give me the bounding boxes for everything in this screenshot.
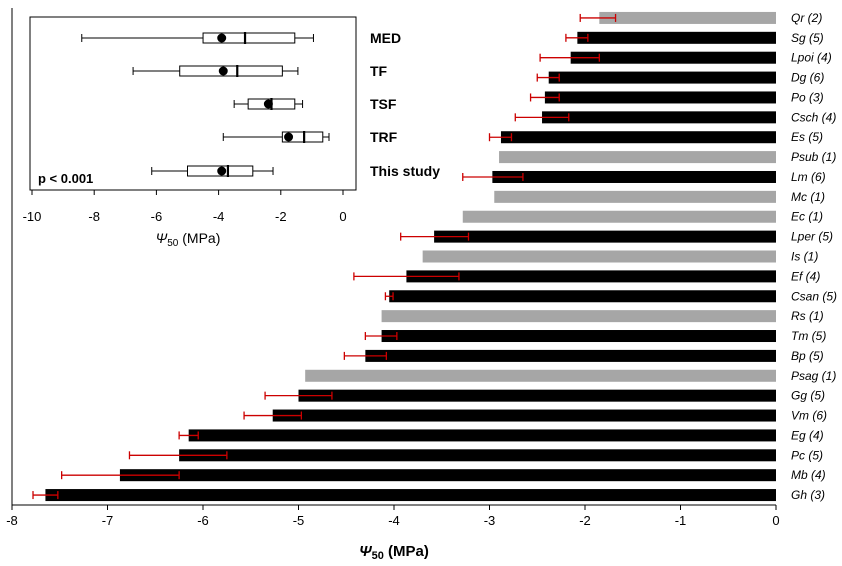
bar (389, 290, 776, 303)
category-label: Rs (1) (791, 309, 824, 323)
category-label: Po (3) (791, 90, 824, 104)
category-label: Bp (5) (791, 349, 824, 363)
x-tick-label: -3 (484, 513, 496, 528)
bar (577, 31, 776, 44)
category-label: Is (1) (791, 250, 818, 264)
bar (272, 409, 776, 422)
inset-x-tick-label: -8 (88, 209, 100, 224)
axis-label-unit: (MPa) (384, 543, 429, 560)
mean-dot (218, 66, 228, 76)
bar (500, 131, 776, 144)
inset-x-tick-label: -10 (23, 209, 42, 224)
x-tick-label: -7 (102, 513, 114, 528)
inset-x-axis-title: Ψ50 (MPa) (156, 230, 221, 249)
x-tick-label: -2 (579, 513, 591, 528)
x-tick-label: -8 (6, 513, 18, 528)
inset-box-plot: -10 -8 -6 -4 -2 0 MED TF TSF TRF This study p < 0.0… (23, 16, 440, 249)
group-label: MED (370, 30, 401, 46)
group-label: TSF (370, 96, 397, 112)
bar (45, 489, 777, 502)
bar (548, 71, 776, 84)
category-label: Ec (1) (791, 210, 823, 224)
mean-dot (217, 33, 227, 43)
category-label: Lpoi (4) (791, 51, 832, 65)
main-bar-plot: -8 -7 -6 -5 -4 -3 -2 -1 0Qr (2)Sg (5)Lpoi (4)Dg … (6, 8, 837, 562)
axis-label-unit: (MPa) (178, 230, 220, 246)
category-label: Csch (4) (791, 110, 836, 124)
category-label: Lper (5) (791, 230, 833, 244)
bar (542, 111, 776, 124)
category-label: Ef (4) (791, 269, 820, 283)
bar (305, 369, 776, 382)
bar (492, 170, 776, 183)
axis-label-symbol: Ψ (359, 543, 372, 560)
bar (544, 91, 776, 104)
category-label: Mc (1) (791, 190, 825, 204)
x-tick-label: -6 (197, 513, 209, 528)
axis-label-symbol: Ψ (156, 230, 168, 246)
x-tick-label: -1 (675, 513, 687, 528)
inset-x-tick-label: -4 (213, 209, 225, 224)
p-value-annotation: p < 0.001 (38, 171, 93, 186)
group-label: TRF (370, 129, 398, 145)
category-label: Sg (5) (791, 31, 824, 45)
category-label: Gh (3) (791, 488, 825, 502)
inset-frame (29, 16, 357, 191)
bar (422, 250, 776, 263)
category-label: Psub (1) (791, 150, 836, 164)
category-label: Vm (6) (791, 409, 827, 423)
category-label: Psag (1) (791, 369, 836, 383)
bar (499, 151, 776, 164)
mean-dot (284, 132, 294, 142)
bar (188, 429, 777, 442)
bar (298, 389, 776, 402)
axis-label-subscript: 50 (372, 550, 384, 562)
x-tick-label: 0 (772, 513, 779, 528)
bar (570, 51, 776, 64)
bar (381, 330, 776, 343)
box (281, 131, 324, 143)
group-label: This study (370, 163, 440, 179)
axis-label-subscript: 50 (167, 238, 179, 249)
category-label: Dg (6) (791, 71, 824, 85)
bar (119, 469, 777, 482)
category-label: Es (5) (791, 130, 823, 144)
mean-dot (217, 166, 227, 176)
inset-x-tick-label: -2 (275, 209, 287, 224)
category-label: Gg (5) (791, 389, 825, 403)
bar (365, 349, 776, 362)
x-tick-label: -4 (388, 513, 400, 528)
category-label: Tm (5) (791, 329, 826, 343)
group-label: TF (370, 63, 388, 79)
bar (462, 210, 776, 223)
category-label: Lm (6) (791, 170, 826, 184)
bar (179, 449, 776, 462)
mean-dot (263, 99, 273, 109)
inset-x-tick-label: 0 (339, 209, 346, 224)
x-tick-label: -5 (293, 513, 305, 528)
bar (494, 190, 776, 203)
category-label: Mb (4) (791, 468, 826, 482)
category-label: Eg (4) (791, 428, 824, 442)
bar (434, 230, 776, 243)
inset-x-tick-label: -6 (151, 209, 163, 224)
x-axis-title: Ψ50 (MPa) (359, 543, 429, 562)
box (179, 65, 283, 77)
category-label: Qr (2) (791, 11, 822, 25)
category-label: Csan (5) (791, 289, 837, 303)
bar (599, 11, 776, 24)
category-label: Pc (5) (791, 448, 823, 462)
bar (406, 270, 776, 283)
box (202, 32, 296, 44)
bar (381, 310, 776, 323)
